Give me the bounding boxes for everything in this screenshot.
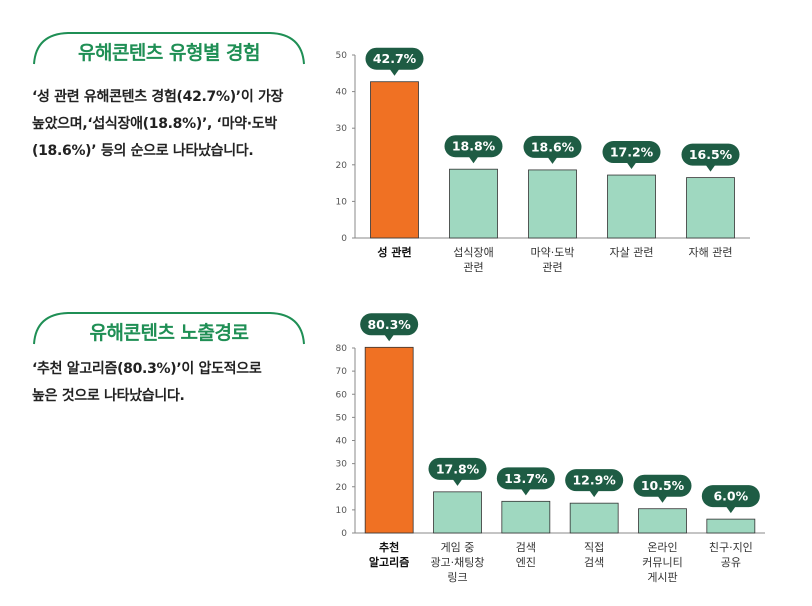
x-tick-label: 검색 (516, 541, 536, 554)
x-tick-label: 자살 관련 (610, 246, 654, 259)
data-label-pill (523, 135, 582, 158)
description-line: ‘성 관련 유해콘텐츠 경험(42.7%)’이 가장 (32, 89, 284, 105)
data-label-pill (444, 135, 503, 158)
data-label: 80.3% (367, 317, 411, 332)
x-tick-label: 관련 (542, 261, 562, 274)
y-tick-label: 20 (336, 161, 348, 171)
bar (528, 169, 577, 239)
section1-title-banner: 유해콘텐츠 유형별 경험 (28, 30, 310, 66)
data-label: 18.6% (531, 139, 575, 154)
bar (569, 502, 619, 534)
x-tick-label: 공유 (721, 556, 741, 569)
data-label-pill (681, 143, 740, 166)
x-tick-label: 자해 관련 (689, 245, 733, 259)
section2-title-banner: 유해콘텐츠 노출경로 (28, 310, 310, 346)
bar (433, 491, 482, 534)
data-label: 17.2% (610, 145, 654, 160)
data-label-pointer (725, 506, 736, 514)
data-label: 12.9% (572, 473, 616, 488)
section2-description: ‘추천 알고리즘(80.3%)’이 압도적으로 높은 것으로 나타났습니다. (32, 356, 312, 410)
data-label: 10.5% (641, 478, 685, 493)
bar (364, 346, 414, 534)
y-tick-label: 50 (336, 51, 348, 61)
title-arc-decoration (33, 312, 305, 345)
x-tick-label: 알고리즘 (369, 555, 409, 569)
description-line: 높은 것으로 나타났습니다. (32, 388, 185, 404)
x-tick-label: 엔진 (516, 556, 536, 569)
x-tick-label: 검색 (584, 556, 604, 569)
y-tick-label: 10 (336, 197, 348, 207)
section2-title: 유해콘텐츠 노출경로 (89, 322, 249, 344)
data-label: 42.7% (373, 51, 417, 66)
y-tick-label: 80 (336, 344, 348, 354)
data-label-pill (496, 467, 555, 490)
data-label-pill (565, 469, 624, 492)
data-label: 18.8% (452, 139, 496, 154)
data-label-pill (365, 47, 424, 70)
x-tick-label: 온라인 (647, 541, 677, 554)
bar (370, 81, 419, 239)
y-tick-label: 30 (336, 124, 348, 134)
x-tick-label: 마약·도박 (531, 245, 575, 259)
x-tick-label: 관련 (463, 261, 483, 274)
y-tick-label: 70 (336, 367, 348, 377)
data-label: 17.8% (436, 461, 480, 476)
data-label: 13.7% (504, 471, 548, 486)
title-arc-decoration (33, 32, 305, 65)
description-line: ‘추천 알고리즘(80.3%)’이 압도적으로 (32, 361, 262, 377)
x-tick-label: 게시판 (647, 571, 677, 584)
x-tick-label: 광고·채팅창 (430, 556, 484, 569)
data-label-pill (602, 141, 661, 164)
y-tick-label: 0 (341, 234, 347, 244)
y-tick-label: 30 (336, 460, 348, 470)
y-tick-label: 10 (336, 506, 348, 516)
x-tick-label: 섭식장애 (453, 246, 493, 259)
data-label-pill (360, 313, 419, 336)
bar (449, 168, 498, 239)
y-tick-label: 40 (336, 437, 348, 447)
data-label-pill (633, 474, 692, 497)
y-tick-label: 20 (336, 483, 348, 493)
description-line: 높았으며,‘섭식장애(18.8%)’, ‘마약·도박 (32, 116, 277, 132)
bar (686, 177, 735, 239)
x-tick-label: 링크 (447, 571, 467, 584)
data-label: 16.5% (689, 147, 733, 162)
data-label-pointer (384, 334, 395, 342)
bar (501, 500, 551, 534)
data-label-pill (428, 457, 487, 480)
x-tick-label: 친구·지인 (709, 541, 753, 554)
data-label: 6.0% (713, 489, 748, 504)
data-label-pointer (705, 164, 716, 172)
description-line: (18.6%)’ 등의 순으로 나타났습니다. (32, 143, 254, 159)
data-label-pointer (657, 495, 668, 503)
y-tick-label: 60 (336, 390, 348, 400)
x-tick-label: 성 관련 (377, 245, 411, 259)
bar (706, 518, 756, 534)
data-label-pointer (626, 162, 637, 170)
y-tick-label: 0 (341, 529, 347, 539)
data-label-pointer (468, 156, 479, 164)
data-label-pointer (452, 478, 463, 486)
data-label-pointer (520, 488, 531, 496)
x-tick-label: 커뮤니티 (642, 556, 682, 569)
x-tick-label: 추천 (379, 540, 399, 554)
data-label-pointer (547, 156, 558, 164)
section1-description: ‘성 관련 유해콘텐츠 경험(42.7%)’이 가장 높았으며,‘섭식장애(18… (32, 84, 312, 165)
bar (638, 508, 687, 534)
section1-title: 유해콘텐츠 유형별 경험 (77, 42, 261, 64)
data-label-pointer (589, 490, 600, 498)
y-tick-label: 40 (336, 88, 348, 98)
x-tick-label: 직접 (584, 541, 604, 554)
y-tick-label: 50 (336, 413, 348, 423)
bar (607, 174, 656, 239)
x-tick-label: 게임 중 (441, 541, 475, 554)
data-label-pointer (389, 68, 400, 76)
data-label-pill (701, 485, 760, 508)
